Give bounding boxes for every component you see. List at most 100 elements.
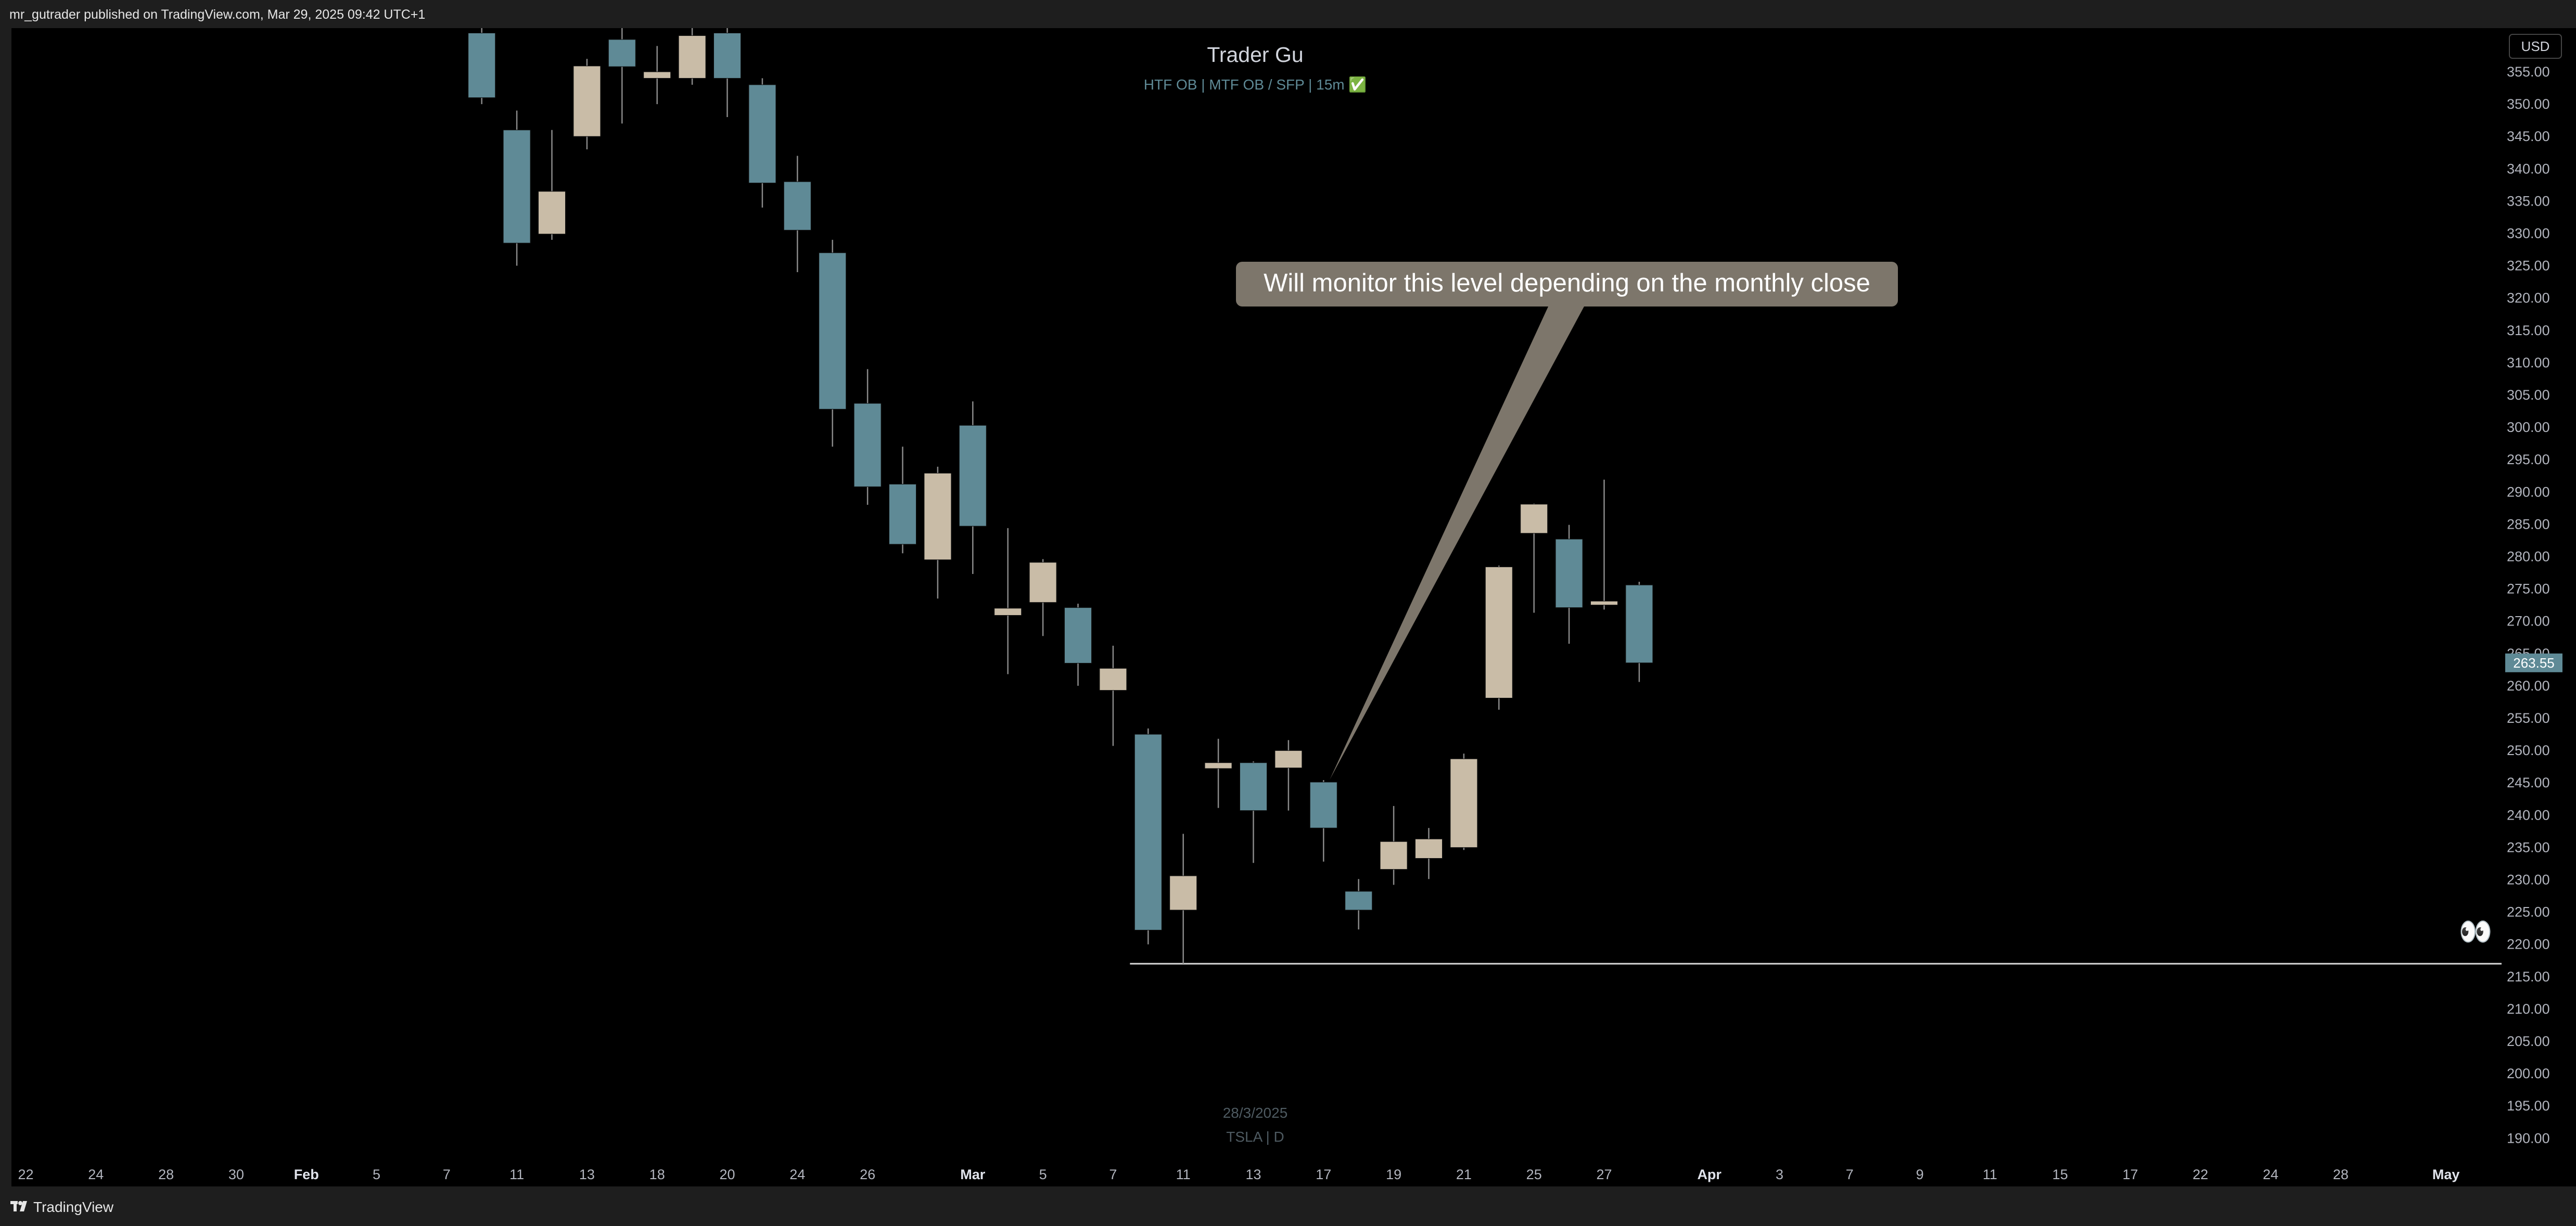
callout-box[interactable] [1236,262,1898,306]
y-tick-label: 190.00 [2507,1130,2550,1146]
tradingview-logo-icon[interactable] [10,1200,30,1214]
candle-body[interactable] [1309,782,1337,828]
candle-body[interactable] [608,39,636,67]
currency-label: USD [2521,39,2550,54]
candle-body[interactable] [748,84,776,184]
x-tick-label: 18 [649,1167,665,1182]
x-tick-label: 28 [2333,1167,2349,1182]
y-tick-label: 350.00 [2507,96,2550,112]
y-tick-label: 310.00 [2507,355,2550,371]
x-tick-label: 17 [1316,1167,1331,1182]
x-tick-label: 3 [1776,1167,1783,1182]
x-tick-label: 7 [1109,1167,1117,1182]
bottom-bar: TradingView [0,1186,2576,1226]
candle-body[interactable] [819,252,847,410]
candle-body[interactable] [468,32,496,98]
candle-body[interactable] [1590,601,1618,606]
currency-button[interactable] [2509,34,2562,59]
candle-body[interactable] [1204,762,1232,769]
y-tick-label: 210.00 [2507,1001,2550,1017]
y-tick-label: 355.00 [2507,64,2550,80]
y-tick-label: 335.00 [2507,193,2550,209]
candle-body[interactable] [1240,762,1267,811]
y-tick-label: 290.00 [2507,484,2550,500]
y-tick-label: 260.00 [2507,678,2550,694]
candle-body[interactable] [1345,891,1373,911]
x-month-label: Mar [960,1167,986,1182]
current-price-tag[interactable] [2505,653,2562,672]
x-tick-label: 9 [1916,1167,1924,1182]
x-tick-label: 20 [719,1167,735,1182]
tradingview-brand[interactable]: TradingView [33,1199,114,1215]
y-tick-label: 280.00 [2507,549,2550,565]
candle-body[interactable] [643,71,671,79]
candle-body[interactable] [573,66,601,137]
candle-body[interactable] [1520,504,1548,534]
x-tick-label: 28 [158,1167,174,1182]
candle-body[interactable] [1380,841,1408,870]
x-tick-label: 24 [88,1167,104,1182]
x-tick-label: 7 [443,1167,451,1182]
y-tick-label: 295.00 [2507,452,2550,467]
chart-area[interactable]: Will monitor this level depending on the… [11,28,2576,1186]
x-tick-label: 7 [1846,1167,1854,1182]
candle-body[interactable] [889,483,916,545]
callout-pointer [1330,299,1588,780]
candle-body[interactable] [1450,758,1478,848]
candle-body[interactable] [1274,750,1303,769]
x-tick-label: 13 [1245,1167,1261,1182]
candle-body[interactable] [1169,875,1197,911]
y-tick-label: 345.00 [2507,129,2550,144]
candle-body[interactable] [959,425,987,527]
y-tick-label: 215.00 [2507,969,2550,985]
y-tick-label: 225.00 [2507,904,2550,920]
x-tick-label: 27 [1596,1167,1612,1182]
x-tick-label: 21 [1456,1167,1472,1182]
x-tick-label: 5 [373,1167,380,1182]
x-month-label: May [2432,1167,2460,1182]
candlestick-chart[interactable]: Will monitor this level depending on the… [11,28,2576,1186]
candle-body[interactable] [783,181,811,231]
candle-body[interactable] [503,130,531,244]
candle-body[interactable] [678,35,706,79]
y-tick-label: 300.00 [2507,419,2550,435]
candle-body[interactable] [1099,668,1127,691]
y-tick-label: 325.00 [2507,258,2550,274]
candle-body[interactable] [1485,566,1513,698]
candle-body[interactable] [853,403,882,487]
candle-body[interactable] [538,191,566,235]
watermark-date: 28/3/2025 [1223,1105,1288,1121]
current-price-label: 263.55 [2513,655,2555,671]
eyes-emoji: 👀 [2459,916,2493,948]
candle-body[interactable] [713,32,741,79]
candle-body[interactable] [1134,734,1162,930]
x-tick-label: 24 [789,1167,805,1182]
x-tick-label: 25 [1526,1167,1542,1182]
x-tick-label: 22 [2192,1167,2208,1182]
candle-body[interactable] [1064,607,1092,663]
chart-title: Trader Gu [1207,43,1303,67]
candle-body[interactable] [1555,539,1583,608]
x-tick-label: 22 [18,1167,33,1182]
chart-background [11,28,2576,1186]
x-tick-label: 17 [2122,1167,2138,1182]
candle-body[interactable] [994,608,1022,616]
top-bar: mr_gutrader published on TradingView.com… [0,0,2576,28]
candle-body[interactable] [1625,584,1653,663]
x-tick-label: 19 [1386,1167,1401,1182]
publisher-credit: mr_gutrader published on TradingView.com… [9,7,426,22]
x-tick-label: 11 [509,1167,524,1182]
candle-body[interactable] [1415,838,1443,859]
x-tick-label: 5 [1039,1167,1047,1182]
y-tick-label: 200.00 [2507,1066,2550,1081]
y-tick-label: 205.00 [2507,1033,2550,1049]
y-tick-label: 245.00 [2507,775,2550,790]
y-tick-label: 220.00 [2507,937,2550,952]
x-month-label: Apr [1697,1167,1721,1182]
y-tick-label: 275.00 [2507,581,2550,597]
candle-body[interactable] [1029,562,1057,603]
chart-subtitle: HTF OB | MTF OB / SFP | 15m ✅ [1144,76,1367,93]
y-tick-label: 230.00 [2507,872,2550,888]
x-tick-label: 30 [228,1167,244,1182]
candle-body[interactable] [924,472,952,560]
